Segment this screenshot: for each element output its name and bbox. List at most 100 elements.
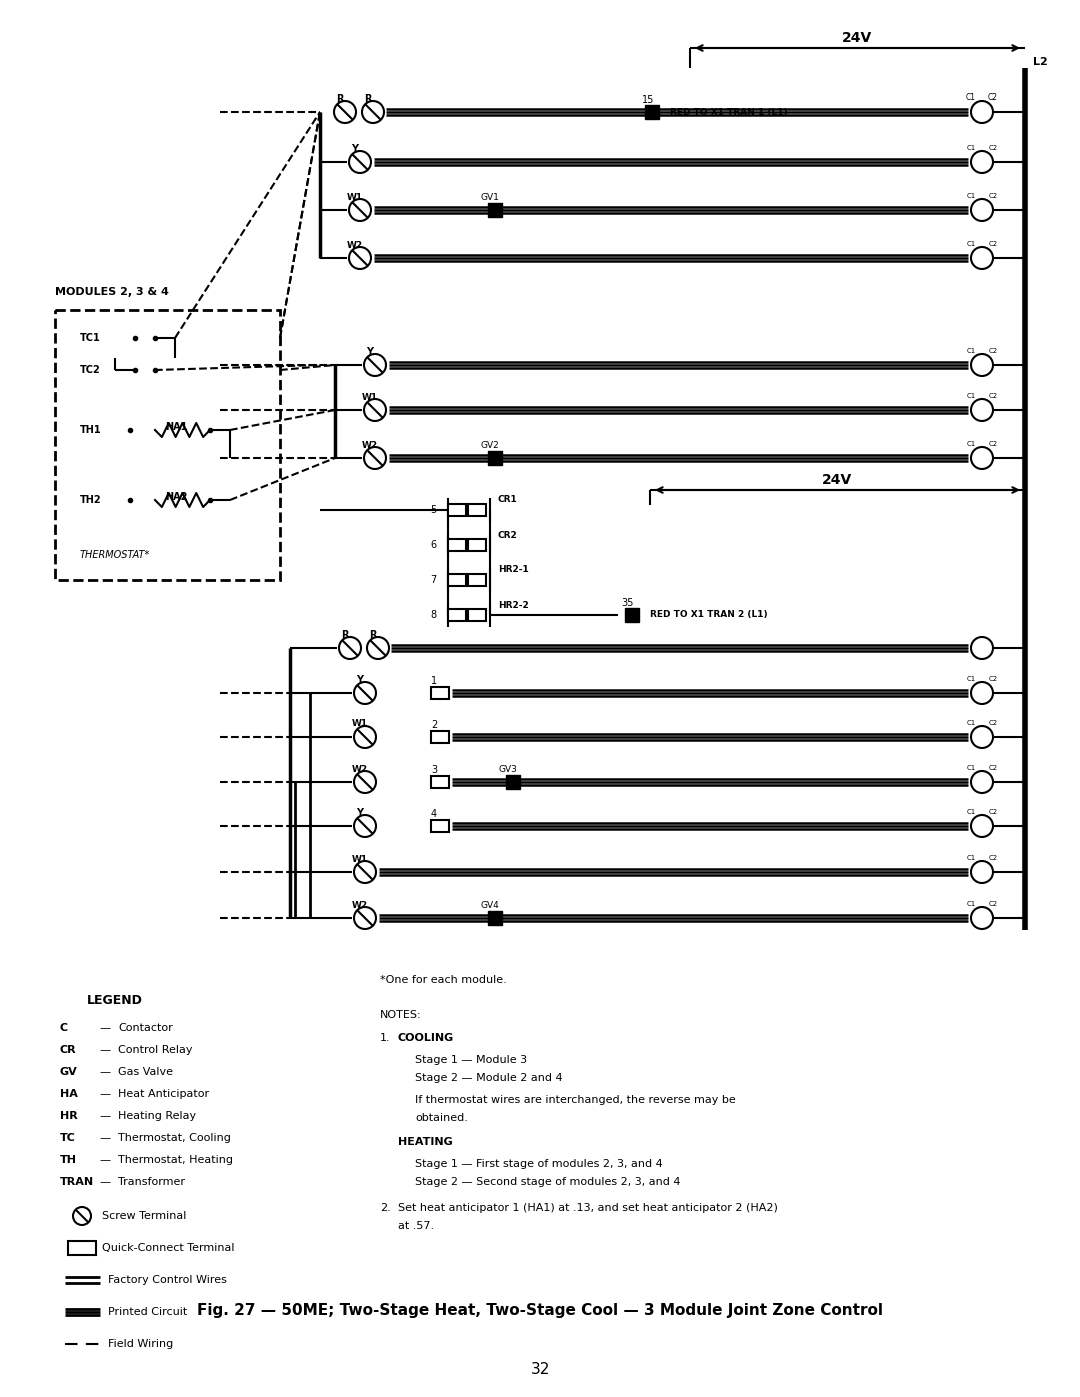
Text: Thermostat, Cooling: Thermostat, Cooling xyxy=(118,1133,231,1143)
Text: —: — xyxy=(99,1045,110,1055)
Text: Stage 1 — First stage of modules 2, 3, and 4: Stage 1 — First stage of modules 2, 3, a… xyxy=(415,1160,663,1169)
Text: 2: 2 xyxy=(431,719,437,731)
Text: HEATING: HEATING xyxy=(399,1137,453,1147)
Text: 3: 3 xyxy=(978,697,982,703)
Text: W1: W1 xyxy=(352,719,368,728)
Text: HR: HR xyxy=(976,253,984,257)
Circle shape xyxy=(971,151,993,173)
Text: —: — xyxy=(99,1155,110,1165)
Text: obtained.: obtained. xyxy=(415,1113,468,1123)
Bar xyxy=(431,687,449,698)
Circle shape xyxy=(364,400,386,420)
Text: 1,2: 1,2 xyxy=(976,263,984,267)
Text: W2: W2 xyxy=(352,764,368,774)
Circle shape xyxy=(354,771,376,793)
Text: Contactor: Contactor xyxy=(118,1023,173,1032)
Text: C2: C2 xyxy=(988,901,998,907)
Text: at .57.: at .57. xyxy=(399,1221,434,1231)
Text: Y: Y xyxy=(356,807,364,819)
Text: W2: W2 xyxy=(352,901,368,909)
Text: Y: Y xyxy=(366,346,374,358)
Text: CR: CR xyxy=(976,687,984,693)
Text: 4,1: 4,1 xyxy=(976,876,984,882)
Bar xyxy=(488,451,502,465)
Text: COOLING: COOLING xyxy=(399,1032,455,1044)
Text: 1,1: 1,1 xyxy=(976,215,984,219)
Circle shape xyxy=(339,637,361,659)
Text: HR: HR xyxy=(976,912,984,918)
Circle shape xyxy=(971,814,993,837)
Text: TC1: TC1 xyxy=(80,332,100,344)
Text: Y: Y xyxy=(356,675,364,685)
Text: C: C xyxy=(60,1023,68,1032)
Text: TH1: TH1 xyxy=(80,425,102,434)
Text: 2,4: 2,4 xyxy=(976,415,984,419)
Text: 1.: 1. xyxy=(380,1032,391,1044)
Text: 6: 6 xyxy=(430,541,436,550)
Text: 32: 32 xyxy=(530,1362,550,1377)
Text: C1: C1 xyxy=(967,348,975,353)
Bar xyxy=(448,504,465,515)
Text: W1: W1 xyxy=(352,855,368,863)
Text: C2: C2 xyxy=(988,766,998,771)
Text: 4: 4 xyxy=(978,830,982,835)
Circle shape xyxy=(354,726,376,747)
Text: HR: HR xyxy=(976,453,984,457)
Text: Y: Y xyxy=(351,144,359,154)
Text: C2: C2 xyxy=(988,719,998,726)
Bar xyxy=(488,911,502,925)
Text: 1: 1 xyxy=(978,166,982,172)
Circle shape xyxy=(349,151,372,173)
Bar xyxy=(468,609,486,622)
Text: Set heat anticipator 1 (HA1) at .13, and set heat anticipator 2 (HA2): Set heat anticipator 1 (HA1) at .13, and… xyxy=(399,1203,778,1213)
Circle shape xyxy=(354,861,376,883)
Text: W1: W1 xyxy=(347,193,363,201)
Text: C1: C1 xyxy=(967,193,975,198)
Text: Transformer: Transformer xyxy=(118,1178,185,1187)
Text: C1: C1 xyxy=(967,809,975,814)
Text: TC: TC xyxy=(60,1133,76,1143)
Text: CR2: CR2 xyxy=(498,531,517,539)
Text: Thermostat, Heating: Thermostat, Heating xyxy=(118,1155,233,1165)
Text: HA: HA xyxy=(60,1090,78,1099)
Text: NOTES:: NOTES: xyxy=(380,1010,421,1020)
Text: C1: C1 xyxy=(967,441,975,447)
Bar xyxy=(55,310,280,580)
Text: CR: CR xyxy=(60,1045,77,1055)
Circle shape xyxy=(971,198,993,221)
Text: —: — xyxy=(99,1178,110,1187)
Text: 2.: 2. xyxy=(380,1203,391,1213)
Text: 24V: 24V xyxy=(842,31,873,45)
Text: CR1: CR1 xyxy=(498,496,517,504)
Text: GV4: GV4 xyxy=(481,901,499,909)
Bar xyxy=(488,203,502,217)
Circle shape xyxy=(334,101,356,123)
Text: W2: W2 xyxy=(347,240,363,250)
Text: THERMOSTAT*: THERMOSTAT* xyxy=(80,550,150,560)
Text: MODULES 2, 3 & 4: MODULES 2, 3 & 4 xyxy=(55,286,168,298)
Text: 35: 35 xyxy=(622,598,634,608)
Text: C1: C1 xyxy=(967,242,975,247)
Circle shape xyxy=(971,771,993,793)
Circle shape xyxy=(971,682,993,704)
Text: 8: 8 xyxy=(430,610,436,620)
Bar xyxy=(507,775,519,789)
Text: RED TO X1 TRAN 2 (L1): RED TO X1 TRAN 2 (L1) xyxy=(650,610,768,619)
Text: Fig. 27 — 50ME; Two-Stage Heat, Two-Stage Cool — 3 Module Joint Zone Control: Fig. 27 — 50ME; Two-Stage Heat, Two-Stag… xyxy=(197,1302,883,1317)
Bar xyxy=(625,608,639,622)
Text: Printed Circuit: Printed Circuit xyxy=(108,1308,187,1317)
Text: If thermostat wires are interchanged, the reverse may be: If thermostat wires are interchanged, th… xyxy=(415,1095,735,1105)
Text: TH: TH xyxy=(60,1155,77,1165)
Text: 4,2: 4,2 xyxy=(976,922,984,928)
Text: Control Relay: Control Relay xyxy=(118,1045,192,1055)
Text: HR: HR xyxy=(976,204,984,210)
Bar xyxy=(431,820,449,833)
Text: 4: 4 xyxy=(431,809,437,819)
Text: C2: C2 xyxy=(988,441,998,447)
Text: HR: HR xyxy=(60,1111,78,1120)
Text: C1: C1 xyxy=(967,676,975,682)
Text: GV2: GV2 xyxy=(481,440,499,450)
Text: C2: C2 xyxy=(988,193,998,198)
Text: RED TO X1 TRAN 1 (L1): RED TO X1 TRAN 1 (L1) xyxy=(670,108,787,116)
Text: Heating Relay: Heating Relay xyxy=(118,1111,197,1120)
